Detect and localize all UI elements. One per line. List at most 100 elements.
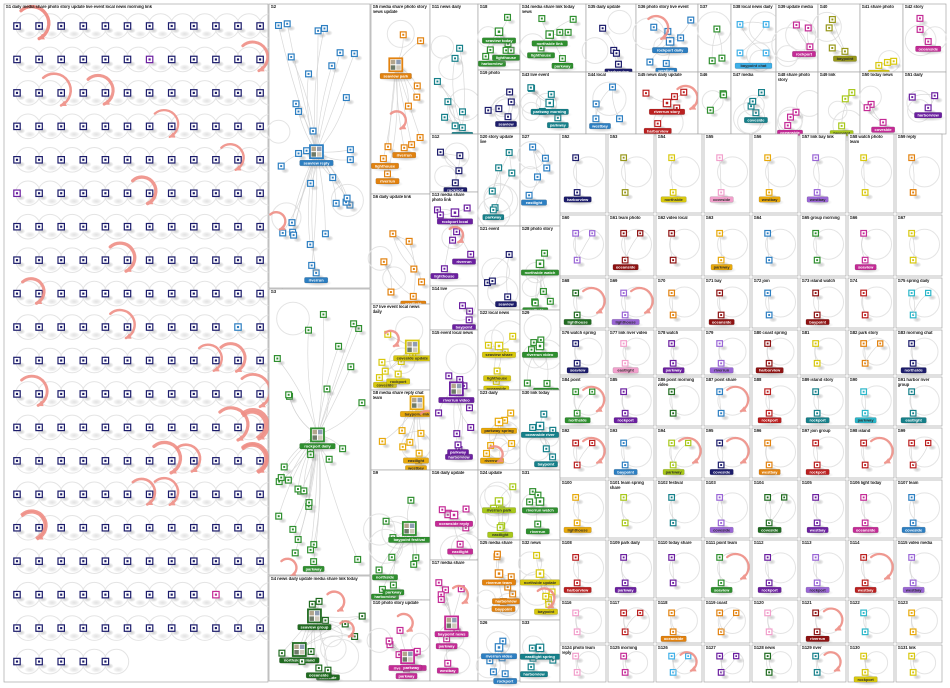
edge bbox=[307, 330, 318, 435]
cluster-group-box: seaview reply riverrun G2 bbox=[266, 3, 371, 289]
group-box[interactable] bbox=[559, 214, 607, 277]
node-core bbox=[126, 192, 129, 195]
node-core bbox=[457, 443, 460, 446]
node-core bbox=[126, 325, 129, 329]
node-core bbox=[443, 116, 446, 119]
box-header: G63 bbox=[706, 216, 714, 220]
node-label-text: eastlight spring bbox=[525, 654, 555, 659]
node-core bbox=[148, 493, 151, 496]
group-box[interactable] bbox=[477, 225, 521, 311]
node-label-text: lighthouse bbox=[568, 527, 589, 532]
group-box[interactable] bbox=[370, 193, 431, 305]
box-header: G47 media bbox=[733, 73, 754, 77]
cluster-group-box: harborview G35 daily update bbox=[581, 3, 637, 78]
node-label bbox=[521, 351, 559, 358]
box-header: G42 story bbox=[905, 5, 924, 9]
node-core bbox=[259, 392, 262, 396]
node-core bbox=[572, 18, 575, 21]
node-core bbox=[576, 259, 579, 262]
node-label-text: rockport local bbox=[442, 219, 468, 224]
node-core bbox=[82, 325, 85, 329]
node-core bbox=[148, 225, 151, 228]
cluster-group-box: riverrun videoharborviewparkwayG15 event… bbox=[429, 329, 479, 471]
self-loop-circle bbox=[320, 635, 347, 662]
node-core bbox=[665, 101, 669, 105]
pair-group-box: coveside G95 bbox=[703, 427, 751, 479]
pair-group-box: parkway G94 bbox=[655, 427, 703, 479]
node-core bbox=[670, 232, 673, 235]
self-loop-highlight bbox=[152, 440, 183, 475]
box-header: G80 coast spring bbox=[754, 331, 787, 335]
node-label-text: rockport bbox=[810, 418, 827, 423]
node-core bbox=[567, 31, 570, 34]
group-box[interactable] bbox=[655, 376, 703, 427]
node-core bbox=[60, 627, 63, 630]
node-core bbox=[892, 60, 895, 63]
node-label bbox=[546, 122, 569, 129]
self-loop-circle bbox=[765, 228, 797, 260]
self-loop-circle bbox=[573, 156, 605, 188]
node-label bbox=[521, 507, 559, 514]
node-core bbox=[236, 225, 240, 228]
node-label-text: rockport bbox=[762, 418, 779, 423]
group-box[interactable] bbox=[902, 3, 947, 73]
node-core bbox=[214, 91, 217, 94]
node-core bbox=[148, 359, 151, 362]
node-label-text: parkway bbox=[714, 265, 731, 270]
node-core bbox=[768, 191, 771, 194]
node-label bbox=[530, 108, 569, 115]
node-core bbox=[126, 225, 129, 228]
node-label-text: eastlight bbox=[452, 549, 469, 554]
pair-group-box: G124 photo team reply bbox=[559, 644, 607, 683]
pair-group-box: G127 bbox=[703, 644, 751, 683]
box-header: G91 harbor river group bbox=[898, 378, 930, 387]
self-loop-circle bbox=[517, 551, 543, 576]
pair-group-box: G116 bbox=[559, 599, 607, 644]
self-loop-circle bbox=[573, 228, 605, 260]
node-core bbox=[507, 115, 509, 118]
cluster-group-box: baypoint G40 bbox=[811, 3, 861, 73]
node-label-text: parkway bbox=[485, 215, 502, 220]
box-header: G119 coast bbox=[706, 601, 728, 605]
node-label-text: baypoint bbox=[617, 469, 634, 474]
self-loop-circle bbox=[717, 286, 749, 318]
pair-group-box: G98 island bbox=[847, 427, 895, 479]
node-core bbox=[290, 221, 293, 224]
node-core bbox=[170, 526, 173, 529]
node-label-text: baypoint bbox=[538, 609, 555, 614]
node-core bbox=[459, 543, 462, 546]
node-core bbox=[82, 426, 85, 429]
cluster-group-box: baypoint G14 live bbox=[429, 285, 480, 334]
pair-group-box: northside G54 bbox=[655, 133, 703, 214]
node-core bbox=[862, 496, 865, 499]
box-header: G39 update media bbox=[778, 5, 814, 9]
node-label-text: riverrun bbox=[810, 636, 826, 641]
node-core bbox=[294, 551, 297, 554]
node-core bbox=[259, 158, 262, 161]
node-core bbox=[468, 406, 471, 409]
node-label-text: oceanside bbox=[616, 265, 636, 270]
node-core bbox=[499, 526, 502, 529]
box-header: G15 event local news bbox=[432, 331, 474, 335]
node-label bbox=[480, 653, 518, 660]
box-header: G78 watch bbox=[658, 331, 679, 335]
box-header: G6 daily update link bbox=[373, 195, 412, 199]
node-core bbox=[528, 194, 531, 197]
self-loop-highlight bbox=[582, 286, 606, 314]
self-loop-circle bbox=[621, 385, 652, 416]
group-box[interactable] bbox=[607, 133, 655, 214]
node-label bbox=[480, 427, 518, 434]
node-label bbox=[527, 52, 555, 59]
node-core bbox=[458, 378, 461, 381]
avatar-photo-fragment bbox=[299, 644, 305, 649]
group-box[interactable] bbox=[847, 133, 895, 214]
node-core bbox=[675, 107, 678, 109]
node-core bbox=[259, 627, 262, 630]
node-core bbox=[919, 28, 922, 31]
group-box[interactable] bbox=[895, 133, 943, 214]
node-core bbox=[82, 91, 85, 94]
node-core bbox=[814, 232, 817, 235]
node-core bbox=[170, 58, 173, 61]
node-core bbox=[277, 515, 280, 518]
node-label bbox=[563, 196, 592, 203]
